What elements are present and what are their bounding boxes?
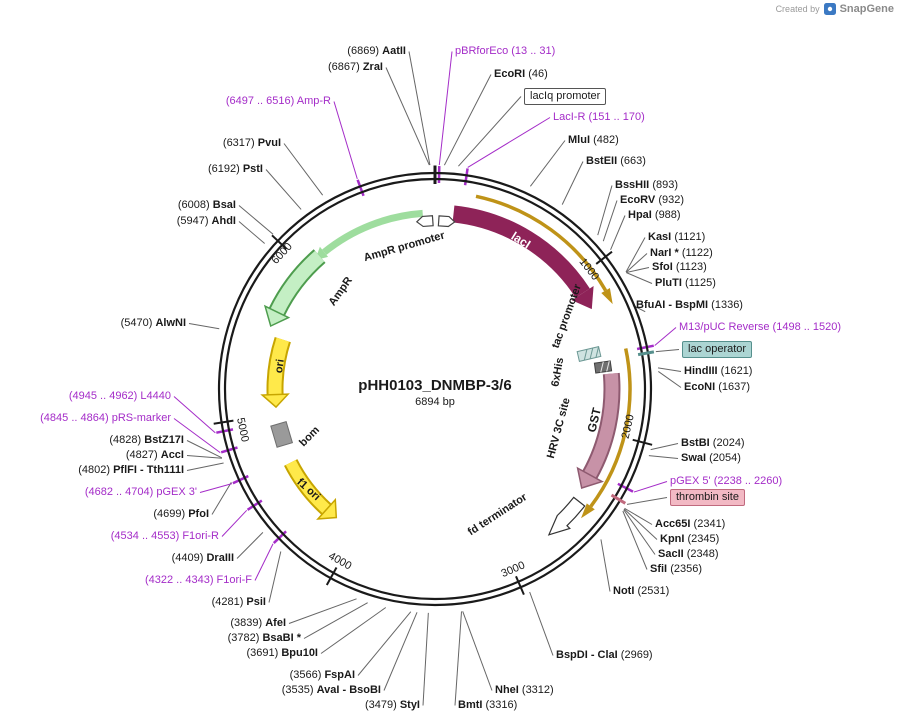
feature-gst-arrow[interactable] [576, 372, 621, 489]
site-pflfi-tth111i[interactable]: (4802) PflFI - Tth111I [78, 464, 184, 476]
primer-l4440[interactable]: (4945 .. 4962) L4440 [68, 390, 171, 402]
leader-lines [173, 51, 682, 706]
position-ticks [213, 165, 653, 595]
ampr-promoter-cap-arrow[interactable] [415, 215, 434, 228]
primer-pgex3[interactable]: (4682 .. 4704) pGEX 3' [84, 486, 197, 498]
site-sfii[interactable]: SfiI (2356) [650, 563, 702, 575]
marker-2000: 2000 [620, 413, 637, 440]
site-alwni[interactable]: (5470) AlwNI [120, 317, 186, 329]
snapgene-credit: Created by SnapGene [776, 3, 894, 15]
feature-f1ori-arrow[interactable] [284, 458, 338, 520]
site-styi[interactable]: (3479) StyI [364, 699, 420, 711]
feature-label-tac-promoter[interactable]: tac promoter [550, 282, 585, 350]
site-sfoi[interactable]: SfoI (1123) [652, 261, 707, 273]
transcript-arc-1[interactable] [475, 194, 613, 305]
site-swai[interactable]: SwaI (2054) [681, 452, 741, 464]
feature-label-bom[interactable]: bom [297, 424, 322, 449]
label-laciq-promoter[interactable]: lacIq promoter [524, 88, 607, 105]
site-sacii[interactable]: SacII (2348) [658, 548, 719, 560]
site-bstz17i[interactable]: (4828) BstZ17I [109, 434, 184, 446]
site-ecori[interactable]: EcoRI (46) [494, 68, 548, 80]
site-bpu10i[interactable]: (3691) Bpu10I [246, 647, 318, 659]
site-hindiii[interactable]: HindIII (1621) [684, 365, 753, 377]
feature-label-ori[interactable]: ori [273, 358, 287, 374]
feature-m13-reverse-box[interactable] [576, 346, 602, 362]
site-bsabi[interactable]: (3782) BsaBI * [227, 632, 301, 644]
plasmid-title: pHH0103_DNMBP-3/6 [358, 377, 511, 394]
site-bsai[interactable]: (6008) BsaI [177, 199, 236, 211]
site-afei[interactable]: (3839) AfeI [230, 617, 286, 629]
primer-pbrforeco[interactable]: pBRforEco (13 .. 31) [455, 45, 556, 57]
site-bstbi[interactable]: BstBI (2024) [681, 437, 745, 449]
site-kpni[interactable]: KpnI (2345) [660, 533, 720, 545]
site-zrai[interactable]: (6867) ZraI [327, 61, 383, 73]
site-aatii[interactable]: (6869) AatII [347, 45, 406, 57]
feature-bom-box[interactable] [270, 420, 294, 448]
feature-label-hrv3c[interactable]: HRV 3C site [545, 397, 573, 460]
site-bsshii[interactable]: BssHII (893) [615, 179, 678, 191]
feature-label-6xhis[interactable]: 6xHis [549, 357, 566, 388]
primer-m13puc-reverse[interactable]: M13/pUC Reverse (1498 .. 1520) [679, 321, 842, 333]
credit-created-by: Created by [775, 4, 820, 14]
feature-fd-terminator-arrow[interactable] [547, 496, 586, 536]
marker-4000: 4000 [326, 550, 353, 572]
label-thrombin-site[interactable]: thrombin site [670, 489, 745, 506]
primer-f1orir[interactable]: (4534 .. 4553) F1ori-R [110, 530, 219, 542]
site-avai-bsobi[interactable]: (3535) AvaI - BsoBI [281, 684, 381, 696]
primer-f1orif[interactable]: (4322 .. 4343) F1ori-F [144, 574, 252, 586]
plasmid-size: 6894 bp [415, 396, 455, 408]
site-bspdi-clai[interactable]: BspDI - ClaI (2969) [556, 649, 653, 661]
laciq-promoter-arrow[interactable] [437, 215, 456, 228]
site-pvui[interactable]: (6317) PvuI [222, 137, 281, 149]
feature-ampr-arrow[interactable] [263, 249, 326, 328]
site-ahdi[interactable]: (5947) AhdI [176, 215, 236, 227]
site-draiii[interactable]: (4409) DraIII [171, 552, 234, 564]
lac-operator-tick [637, 350, 655, 357]
site-pfoi[interactable]: (4699) PfoI [153, 508, 209, 520]
site-nari[interactable]: NarI * (1122) [650, 247, 713, 259]
label-lac-operator[interactable]: lac operator [682, 341, 753, 358]
site-bmti[interactable]: BmtI (3316) [458, 699, 518, 711]
thrombin-site-tick [610, 493, 627, 505]
credit-brand: SnapGene [839, 3, 894, 15]
primer-lacir[interactable]: LacI-R (151 .. 170) [553, 111, 645, 123]
site-bfuai-bspmi[interactable]: BfuAI - BspMI (1336) [636, 299, 743, 311]
site-kasi[interactable]: KasI (1121) [648, 231, 706, 243]
site-noti[interactable]: NotI (2531) [613, 585, 670, 597]
snapgene-logo [823, 3, 836, 15]
primer-pgex5[interactable]: pGEX 5' (2238 .. 2260) [670, 475, 783, 487]
site-psii[interactable]: (4281) PsiI [211, 596, 266, 608]
marker-3000: 3000 [500, 559, 527, 580]
site-fspai[interactable]: (3566) FspAI [289, 669, 355, 681]
site-ecorv[interactable]: EcoRV (932) [620, 194, 685, 206]
transcript-arc-2[interactable] [581, 348, 632, 519]
feature-label-fd-terminator[interactable]: fd terminator [466, 491, 530, 538]
site-mlui[interactable]: MluI (482) [568, 134, 619, 146]
site-nhei[interactable]: NheI (3312) [495, 684, 554, 696]
site-psti[interactable]: (6192) PstI [207, 163, 263, 175]
site-bsteii[interactable]: BstEII (663) [586, 155, 646, 167]
feature-label-gst[interactable]: GST [584, 406, 604, 434]
site-pluti[interactable]: PluTI (1125) [655, 277, 716, 289]
feature-6xhis-box[interactable] [593, 360, 613, 374]
primer-prs-marker[interactable]: (4845 .. 4864) pRS-marker [40, 412, 171, 424]
site-acci[interactable]: (4827) AccI [125, 449, 184, 461]
feature-laci-arrow[interactable] [452, 205, 594, 310]
site-acc65i[interactable]: Acc65I (2341) [655, 518, 726, 530]
feature-ori-arrow[interactable] [260, 336, 291, 409]
site-hpai[interactable]: HpaI (988) [628, 209, 681, 221]
site-econi[interactable]: EcoNI (1637) [684, 381, 751, 393]
feature-label-ampr-promoter[interactable]: AmpR promoter [362, 229, 446, 264]
marker-5000: 5000 [234, 417, 251, 443]
feature-label-ampr[interactable]: AmpR [326, 275, 354, 308]
primer-ampr[interactable]: (6497 .. 6516) Amp-R [225, 95, 331, 107]
